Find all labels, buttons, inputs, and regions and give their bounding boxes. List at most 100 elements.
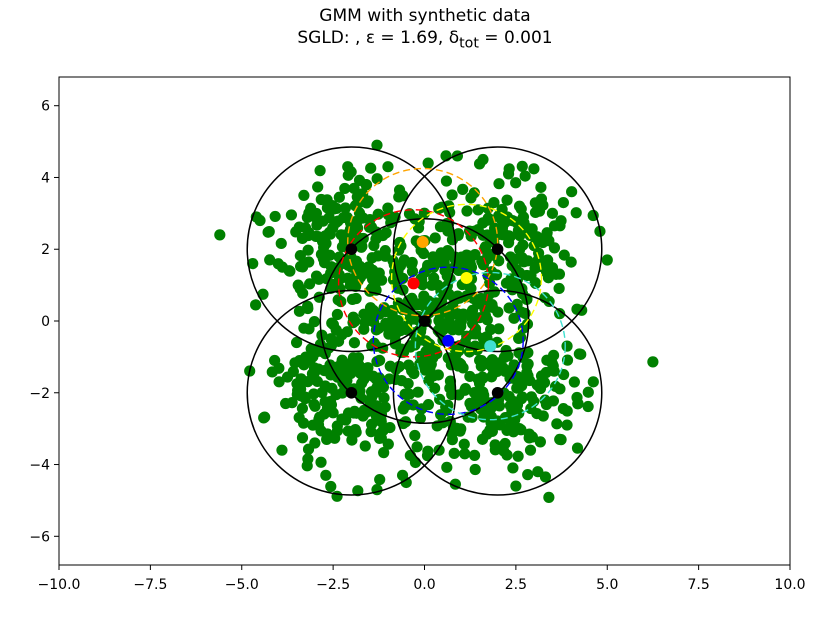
- data-point: [383, 328, 395, 340]
- data-point: [283, 265, 295, 277]
- data-point: [472, 373, 484, 385]
- y-axis: −6 −4 −2 0 2 4 6: [29, 99, 59, 545]
- data-point: [553, 282, 565, 295]
- data-point: [531, 408, 543, 420]
- data-point: [482, 214, 494, 226]
- data-point: [285, 209, 298, 221]
- x-tick-label: −10.0: [38, 577, 81, 593]
- data-point: [390, 373, 402, 386]
- data-point: [374, 413, 386, 425]
- data-point: [400, 323, 412, 335]
- data-point: [459, 383, 472, 395]
- data-point: [315, 456, 327, 468]
- data-point: [557, 196, 569, 209]
- data-point: [530, 277, 542, 290]
- data-point: [464, 258, 476, 271]
- data-point: [501, 424, 513, 436]
- data-point: [442, 244, 454, 257]
- data-point: [365, 386, 378, 398]
- data-point: [535, 193, 548, 205]
- data-point: [272, 258, 284, 270]
- data-point: [355, 239, 367, 251]
- x-tick-label: −5.0: [225, 577, 259, 593]
- data-point: [308, 388, 320, 400]
- data-point: [486, 354, 498, 366]
- data-point: [298, 359, 310, 371]
- data-point: [502, 168, 515, 180]
- data-point: [280, 397, 292, 410]
- data-point: [534, 382, 547, 395]
- data-point: [339, 182, 351, 195]
- data-point: [534, 436, 546, 448]
- x-tick-label: −7.5: [133, 577, 167, 593]
- data-point: [513, 200, 526, 212]
- data-point: [414, 412, 427, 425]
- data-point: [266, 366, 278, 378]
- estimated-component-mean: [407, 277, 420, 290]
- data-point: [373, 267, 385, 279]
- data-point: [447, 324, 459, 336]
- data-point: [412, 386, 424, 398]
- data-point: [281, 371, 294, 383]
- true-component-circle: [246, 289, 457, 496]
- data-point: [290, 336, 303, 349]
- data-point: [565, 256, 577, 268]
- data-point: [350, 215, 362, 228]
- data-point: [448, 447, 460, 459]
- data-point: [457, 183, 469, 195]
- data-point: [530, 261, 542, 273]
- true-component-circle: [392, 146, 603, 353]
- data-point: [516, 391, 528, 403]
- data-point: [503, 230, 515, 242]
- data-point: [358, 308, 370, 320]
- data-point: [587, 209, 599, 222]
- data-point: [411, 441, 423, 453]
- data-point: [214, 229, 226, 241]
- chart-title: GMM with synthetic data: [319, 6, 531, 26]
- data-point: [501, 211, 514, 223]
- data-point: [262, 226, 274, 238]
- estimated-component-circle: [372, 266, 524, 415]
- data-point: [571, 442, 584, 454]
- data-point: [461, 205, 473, 217]
- data-point: [404, 314, 416, 326]
- data-point: [561, 419, 573, 431]
- data-point: [379, 401, 391, 413]
- subtitle-main: SGLD: , ε = 1.69, δ: [297, 28, 460, 48]
- data-point: [481, 428, 493, 440]
- estimated-component-circle: [390, 203, 543, 353]
- data-point: [305, 202, 317, 214]
- data-point: [320, 237, 332, 250]
- data-point: [409, 429, 421, 442]
- data-point: [558, 368, 570, 381]
- data-point: [359, 267, 371, 279]
- data-point: [339, 202, 351, 214]
- true-component-mean: [491, 243, 504, 256]
- data-point: [331, 308, 343, 321]
- data-point: [525, 391, 538, 403]
- data-point: [365, 162, 377, 174]
- data-point: [382, 161, 394, 173]
- data-point: [485, 323, 497, 336]
- data-point: [302, 300, 314, 312]
- data-point: [342, 272, 354, 284]
- data-point: [392, 314, 404, 327]
- data-point: [403, 388, 416, 400]
- component-circles-layer: [246, 146, 603, 496]
- data-point: [509, 253, 521, 265]
- data-point: [507, 462, 519, 474]
- estimated-component-mean: [460, 271, 473, 284]
- data-point: [371, 173, 383, 185]
- data-point: [311, 375, 323, 388]
- data-point: [522, 469, 534, 481]
- data-point: [500, 277, 513, 289]
- data-point: [513, 244, 526, 256]
- data-point: [432, 279, 444, 291]
- data-point: [454, 425, 466, 437]
- data-point: [355, 392, 367, 404]
- true-component-mean: [345, 386, 358, 399]
- data-point: [326, 382, 338, 395]
- data-point: [506, 404, 518, 416]
- data-point: [475, 360, 487, 372]
- data-point: [308, 398, 320, 410]
